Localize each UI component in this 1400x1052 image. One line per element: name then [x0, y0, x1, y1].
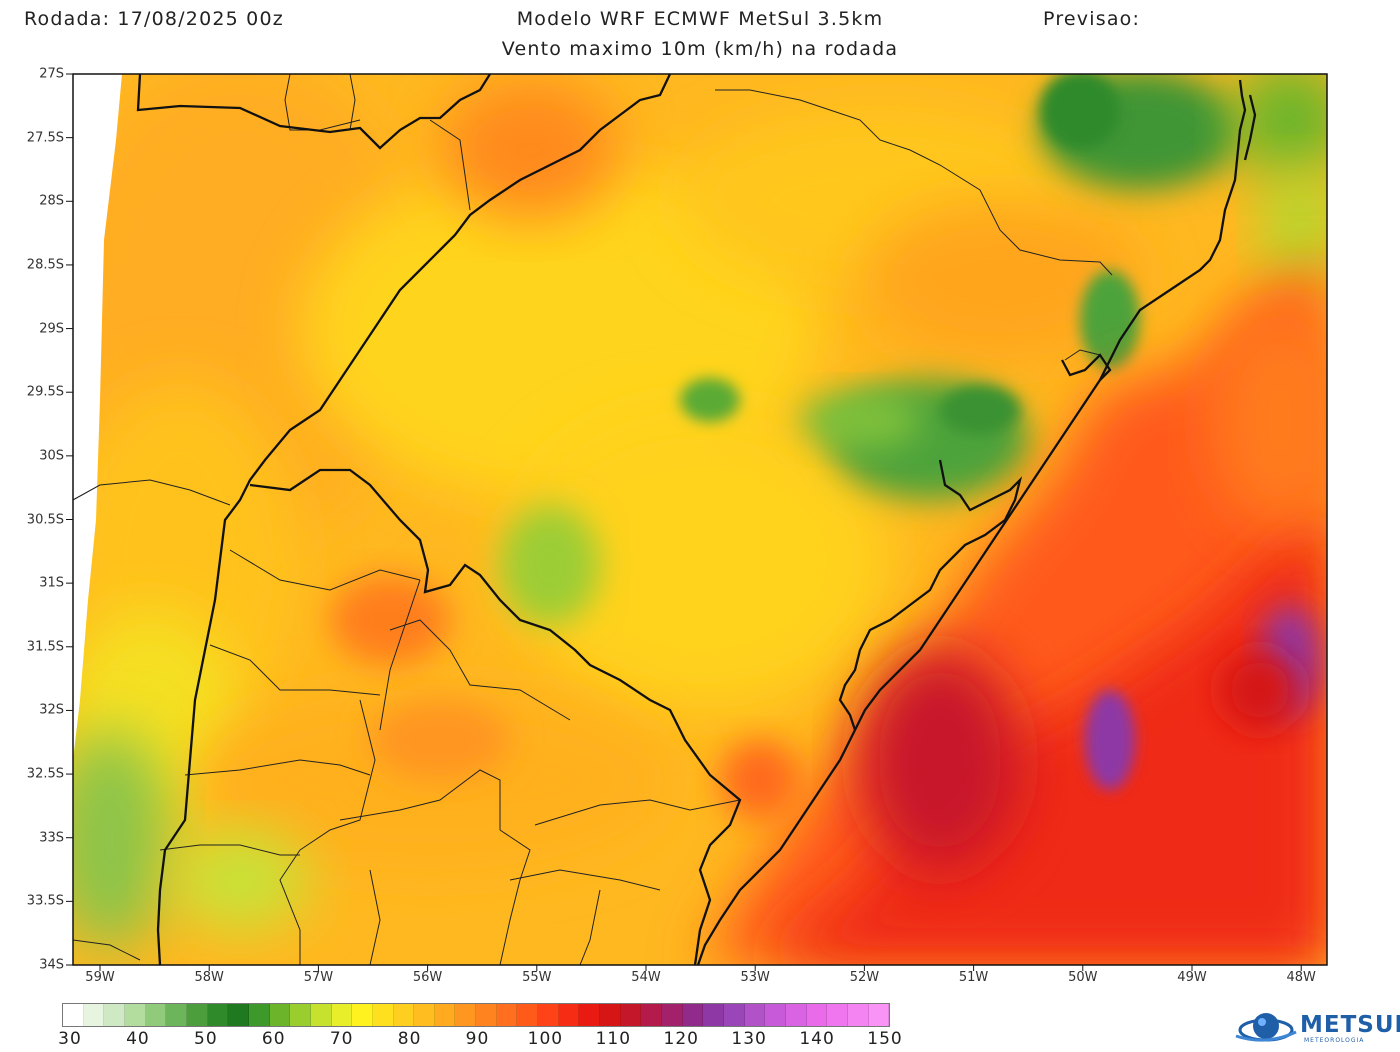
- colorbar-label: 40: [126, 1029, 150, 1049]
- lon-tick-label: 54W: [631, 970, 661, 985]
- colorbar-segment: [662, 1004, 683, 1026]
- lat-tick-label: 29.5S: [26, 384, 64, 400]
- lon-tick-label: 52W: [849, 970, 880, 985]
- lat-tick-label: 28S: [39, 193, 64, 209]
- lat-tick-label: 31.5S: [26, 639, 64, 655]
- colorbar-label: 110: [595, 1029, 632, 1049]
- lat-tick-label: 27S: [39, 66, 64, 82]
- colorbar-segment: [352, 1004, 373, 1026]
- colorbar-label: 70: [329, 1029, 354, 1049]
- colorbar-segment: [269, 1004, 291, 1026]
- lon-tick-label: 48W: [1286, 970, 1316, 985]
- colorbar-segment: [228, 1004, 249, 1026]
- colorbar-segment: [63, 1004, 84, 1026]
- lon-tick-label: 49W: [1177, 970, 1207, 985]
- colorbar-label: 120: [663, 1029, 699, 1049]
- lat-tick-label: 30.5S: [26, 512, 64, 527]
- colorbar-segment: [703, 1004, 724, 1026]
- colorbar-label: 150: [867, 1029, 903, 1049]
- lon-tick-label: 57W: [303, 970, 334, 985]
- colorbar-segment: [517, 1004, 539, 1026]
- colorbar-segment: [620, 1004, 642, 1026]
- colorbar-segment: [393, 1004, 415, 1026]
- colorbar-segment: [455, 1004, 477, 1026]
- colorbar-segment: [186, 1004, 208, 1026]
- colorbar-segment: [414, 1004, 435, 1026]
- colorbar-segment: [785, 1004, 807, 1026]
- colorbar-segment: [124, 1004, 146, 1026]
- colorbar-segment: [744, 1004, 766, 1026]
- colorbar-label: 50: [194, 1029, 218, 1049]
- colorbar-segment: [765, 1004, 786, 1026]
- axis-ticks: [66, 73, 1302, 971]
- colorbar-segment: [207, 1004, 229, 1026]
- lon-tick-label: 56W: [412, 970, 443, 985]
- wind-map: [66, 73, 1328, 971]
- colorbar-segment: [83, 1004, 105, 1026]
- colorbar-segment: [827, 1004, 848, 1026]
- lat-tick-label: 33.5S: [26, 893, 64, 909]
- colorbar-segment: [372, 1004, 394, 1026]
- colorbar-segment: [496, 1004, 518, 1026]
- colorbar-segment: [641, 1004, 663, 1026]
- colorbar-segment: [434, 1004, 456, 1026]
- lon-tick-label: 50W: [1068, 970, 1098, 985]
- colorbar-segment: [868, 1004, 890, 1026]
- metsul-logo-icon: [1235, 1013, 1297, 1042]
- wind-field: [73, 74, 1327, 965]
- lon-tick-label: 51W: [958, 970, 989, 985]
- lon-tick-label: 58W: [194, 970, 224, 985]
- run-time-label: Rodada: 17/08/2025 00z: [24, 8, 284, 30]
- colorbar-segment: [806, 1004, 828, 1026]
- colorbar-segment: [166, 1004, 187, 1026]
- colorbar-segment: [724, 1004, 745, 1026]
- colorbar-segment: [310, 1004, 332, 1026]
- colorbar-label: 130: [731, 1029, 767, 1049]
- colorbar: [62, 1003, 890, 1027]
- colorbar-segment: [476, 1004, 497, 1026]
- colorbar-label: 30: [58, 1029, 82, 1049]
- colorbar-label: 140: [799, 1029, 835, 1049]
- forecast-label: Previsao:: [1043, 8, 1141, 30]
- lat-tick-label: 32S: [39, 702, 64, 718]
- lat-tick-label: 33S: [39, 830, 64, 846]
- colorbar-segment: [538, 1004, 559, 1026]
- lat-tick-label: 28.5S: [26, 257, 64, 273]
- colorbar-segment: [682, 1004, 704, 1026]
- colorbar-label: 100: [527, 1029, 564, 1049]
- colorbar-segment: [847, 1004, 869, 1026]
- map-subtitle: Vento maximo 10m (km/h) na rodada: [501, 38, 899, 60]
- colorbar-label: 90: [465, 1029, 490, 1049]
- colorbar-segment: [104, 1004, 125, 1026]
- logo-subtitle: METEOROLOGIA: [1304, 1037, 1365, 1044]
- colorbar-segment: [331, 1004, 353, 1026]
- lat-tick-label: 30S: [39, 448, 64, 464]
- colorbar-segment: [600, 1004, 621, 1026]
- lon-tick-label: 53W: [740, 970, 770, 985]
- lat-tick-label: 29S: [39, 321, 64, 337]
- logo-wordmark: METSUL: [1300, 1012, 1400, 1038]
- model-title: Modelo WRF ECMWF MetSul 3.5km: [516, 8, 884, 30]
- lat-tick-label: 34S: [39, 957, 64, 973]
- colorbar-segment: [558, 1004, 580, 1026]
- lat-tick-label: 27.5S: [26, 130, 64, 146]
- colorbar-segment: [579, 1004, 601, 1026]
- colorbar-label: 80: [397, 1029, 422, 1049]
- colorbar-segment: [145, 1004, 167, 1026]
- colorbar-label: 60: [261, 1029, 286, 1049]
- lon-tick-label: 55W: [522, 970, 552, 985]
- lat-tick-label: 31S: [39, 575, 64, 591]
- lat-tick-label: 32.5S: [26, 766, 64, 782]
- colorbar-segment: [290, 1004, 311, 1026]
- lon-tick-label: 59W: [85, 970, 115, 985]
- state-boundaries: [136, 74, 1257, 965]
- colorbar-segment: [248, 1004, 270, 1026]
- municipal-boundaries: [73, 74, 1113, 965]
